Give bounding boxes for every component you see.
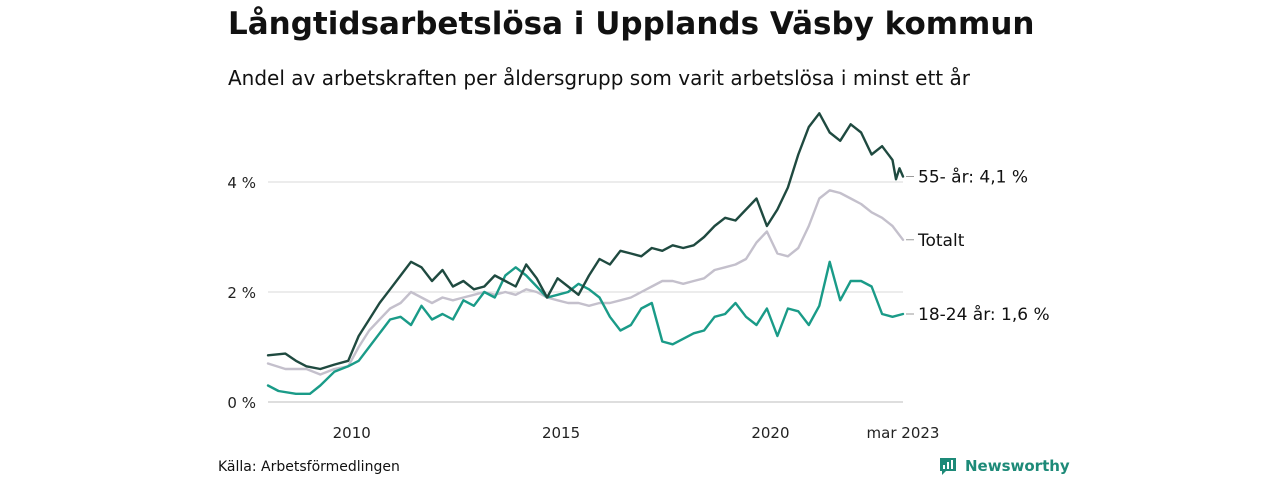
chart-subtitle: Andel av arbetskraften per åldersgrupp s… xyxy=(228,66,970,90)
newsworthy-icon xyxy=(940,458,956,475)
end-label-2: 18-24 år: 1,6 % xyxy=(918,304,1050,325)
y-tick-label: 0 % xyxy=(227,394,256,412)
series-layer xyxy=(266,112,905,395)
brand-name: Newsworthy xyxy=(965,457,1070,475)
end-labels: 55- år: 4,1 % Totalt 18-24 år: 1,6 % xyxy=(906,167,1050,325)
grid-layer xyxy=(268,181,903,403)
series-line-1 xyxy=(266,189,905,376)
y-tick-label: 2 % xyxy=(227,284,256,302)
x-tick-label: 2010 xyxy=(333,424,371,442)
y-tick-label: 4 % xyxy=(227,174,256,192)
x-tick-label: 2015 xyxy=(542,424,580,442)
series-line-2 xyxy=(266,260,905,395)
source-note: Källa: Arbetsförmedlingen xyxy=(218,459,400,475)
brand-logo[interactable]: Newsworthy xyxy=(938,456,1070,476)
end-label-1: Totalt xyxy=(917,231,965,251)
series-line-0 xyxy=(266,112,905,371)
axis-ticks: 0 % 2 % 4 % 2010 2015 2020 mar 2023 xyxy=(227,174,939,442)
x-tick-label: mar 2023 xyxy=(867,424,940,442)
end-label-0: 55- år: 4,1 % xyxy=(918,167,1028,188)
x-tick-label: 2020 xyxy=(751,424,789,442)
chart-title: Långtidsarbetslösa i Upplands Väsby komm… xyxy=(228,6,1035,42)
